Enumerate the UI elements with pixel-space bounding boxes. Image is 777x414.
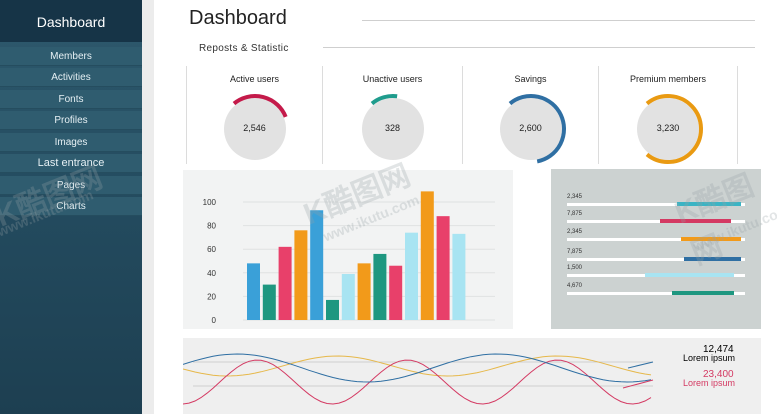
sidebar-title: Dashboard (36, 14, 106, 30)
bar-chart-panel: 100 80 60 40 20 0 (183, 170, 513, 329)
legend-label-2: Lorem ipsum (683, 378, 736, 388)
sidebar: Dashboard Members Activities Fonts Profi… (0, 0, 142, 414)
stat-card-unactive-users: Unactive users 328 (322, 66, 462, 164)
sidebar-item-images[interactable]: Images (0, 133, 142, 152)
hbar-track (567, 220, 745, 223)
y-tick-label: 0 (212, 316, 217, 325)
hbar-label: 2,345 (567, 194, 583, 200)
stat-value: 3,230 (656, 123, 680, 133)
bar (326, 299, 339, 320)
hbar-label: 2,345 (567, 229, 583, 235)
sidebar-item-charts[interactable]: Charts (0, 197, 142, 216)
sidebar-item-profiles[interactable]: Profiles (0, 111, 142, 130)
stat-ring (499, 94, 566, 164)
bar (389, 265, 403, 320)
hbar (677, 202, 742, 206)
hbar-track (567, 292, 745, 295)
line-chart (182, 353, 654, 405)
bar (310, 210, 324, 320)
bar (436, 216, 450, 320)
hbar-track (567, 203, 745, 206)
series-line (182, 353, 652, 383)
stat-value: 2,546 (243, 123, 266, 133)
legend-pointer (622, 379, 654, 389)
hbar (645, 273, 735, 277)
hbar-label: 4,670 (567, 283, 583, 289)
bar (247, 263, 260, 320)
page-title: Dashboard (189, 7, 287, 29)
sidebar-item-activities[interactable]: Activities (0, 68, 142, 87)
stat-ring-arc (232, 94, 288, 118)
bar (405, 232, 418, 320)
sidebar-item-last-entrance[interactable]: Last entrance (0, 154, 142, 173)
y-tick-label: 40 (207, 269, 216, 278)
legend-value-2: 23,400 (703, 369, 734, 380)
bar (420, 191, 434, 320)
y-tick-label: 60 (207, 245, 216, 254)
section-subtitle: Reposts & Statistic (199, 43, 289, 54)
stat-label: Active users (229, 74, 280, 84)
hbar (672, 291, 735, 295)
sidebar-gutter (142, 0, 154, 414)
bar (262, 284, 276, 320)
hbar-label: 7,875 (567, 211, 583, 217)
hbar-label: 1,500 (567, 265, 583, 271)
y-tick-label: 80 (207, 222, 216, 231)
bar (373, 253, 387, 320)
bar (452, 233, 466, 320)
stat-ring-arc (645, 94, 703, 164)
line-chart-panel: 12,474 Lorem ipsum 23,400 Lorem ipsum (182, 338, 761, 414)
stat-ring (223, 94, 288, 160)
stat-value: 2,600 (519, 123, 542, 133)
title-divider (362, 20, 755, 21)
hbar (659, 219, 731, 223)
hbar (684, 257, 742, 261)
stat-label: Premium members (629, 74, 706, 84)
sidebar-item-members[interactable]: Members (0, 47, 142, 66)
legend-pointer (627, 361, 654, 369)
stat-ring-arc (508, 94, 566, 164)
bar-chart: 100 80 60 40 20 0 (203, 191, 495, 325)
series-line (182, 355, 652, 377)
hbar (680, 237, 742, 241)
stat-label: Savings (514, 74, 547, 84)
stat-card-active-users: Active users 2,546 (186, 66, 322, 164)
sidebar-header[interactable]: Dashboard (0, 0, 142, 42)
stat-card-savings: Savings 2,600 (462, 66, 598, 164)
stat-ring-arc (370, 94, 397, 106)
stat-ring (637, 94, 703, 164)
y-tick-label: 20 (207, 292, 216, 301)
legend-value-1: 12,474 (703, 344, 734, 355)
hbar-track (567, 238, 745, 241)
series-line (182, 359, 652, 405)
y-tick-label: 100 (203, 198, 217, 207)
legend-label-1: Lorem ipsum (683, 353, 736, 363)
bar (357, 263, 371, 320)
stat-card-premium-members: Premium members 3,230 (598, 66, 738, 164)
subtitle-divider (323, 47, 755, 48)
stat-label: Unactive users (362, 74, 423, 84)
bar (341, 273, 355, 320)
bar (294, 230, 308, 320)
sidebar-item-fonts[interactable]: Fonts (0, 90, 142, 109)
hbar-track (567, 258, 745, 261)
bar (278, 246, 292, 320)
stat-value: 328 (384, 123, 401, 133)
sidebar-item-pages[interactable]: Pages (0, 176, 142, 195)
stat-ring (361, 94, 424, 160)
hbar-label: 7,875 (567, 249, 583, 255)
horizontal-bar-panel: 2,345 7,875 2,345 7,875 1,500 4,670 (551, 169, 761, 329)
